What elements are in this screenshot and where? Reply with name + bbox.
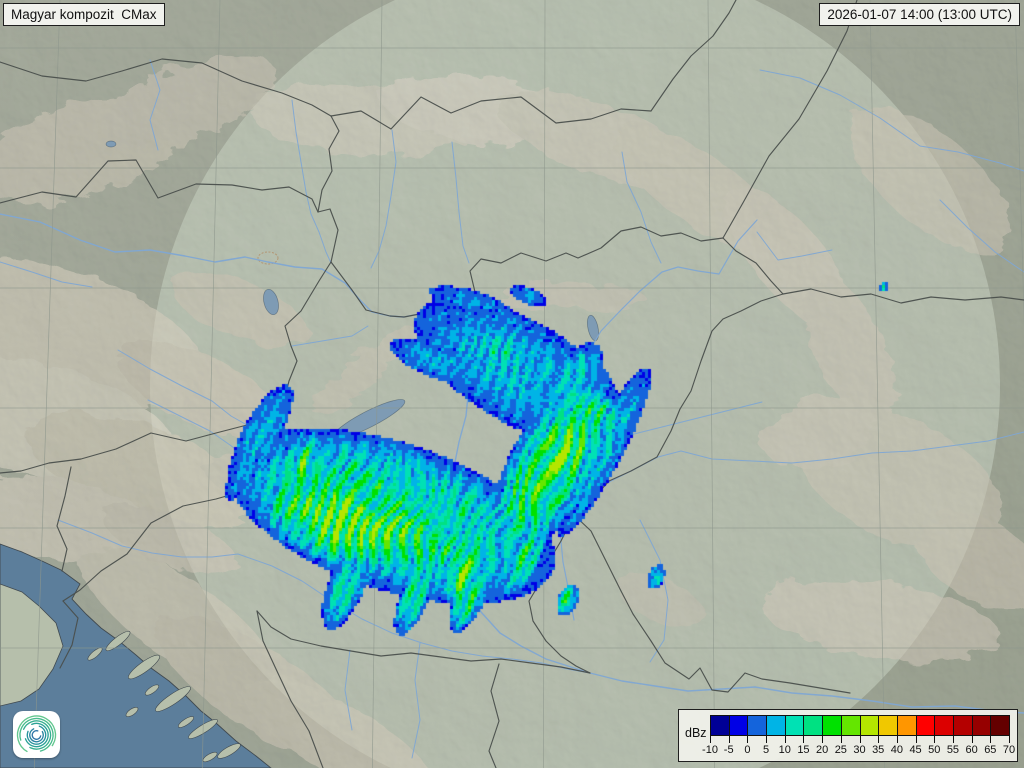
- legend-tick-label: 55: [946, 744, 960, 756]
- legend-tick: [859, 736, 861, 743]
- legend-unit-label: dBz: [685, 726, 707, 740]
- legend-tick: [766, 736, 768, 743]
- legend-color-cell: [878, 715, 898, 736]
- legend-tick: [934, 736, 936, 743]
- legend-tick: [710, 736, 711, 743]
- legend-tick-label: 15: [797, 744, 810, 756]
- legend-color-cell: [915, 715, 936, 736]
- legend-tick: [990, 736, 992, 743]
- legend-tick-label: 60: [965, 744, 978, 756]
- spiral-icon: [16, 715, 57, 755]
- legend-tick-label: 70: [1002, 744, 1016, 756]
- legend-tick: [896, 736, 898, 743]
- legend-color-cell: [971, 715, 992, 736]
- legend-tick: [952, 736, 954, 743]
- legend-tick-label: 25: [834, 744, 847, 756]
- legend-tick: [822, 736, 824, 743]
- legend-tick: [803, 736, 805, 743]
- legend-color-cell: [766, 715, 786, 736]
- legend-tick-label: 30: [853, 744, 866, 756]
- legend-tick-label: 50: [928, 744, 941, 756]
- legend-tick-label: 5: [763, 744, 770, 756]
- legend-tick: [1009, 736, 1010, 743]
- product-label: Magyar kompozit CMax: [3, 3, 165, 26]
- legend-tick: [784, 736, 786, 743]
- legend-color-cell: [728, 715, 749, 736]
- legend-color-cell: [822, 715, 842, 736]
- legend-tick: [878, 736, 880, 743]
- legend-tick: [915, 736, 917, 743]
- legend-tick: [747, 736, 749, 743]
- legend-tick-label: -10: [702, 744, 718, 756]
- legend-tick-label: 0: [744, 744, 751, 756]
- legend-tick-label: 10: [778, 744, 791, 756]
- legend-tick-label: 40: [890, 744, 903, 756]
- legend-color-cell: [840, 715, 861, 736]
- legend-tick-label: 65: [984, 744, 997, 756]
- legend-tick-label: 45: [909, 744, 922, 756]
- legend-color-cell: [859, 715, 880, 736]
- legend-tick: [971, 736, 973, 743]
- legend-color-cell: [710, 715, 730, 736]
- legend-tick: [840, 736, 842, 743]
- legend-color-cell: [896, 715, 917, 736]
- hungaromet-logo: [13, 711, 60, 758]
- legend-color-cell: [990, 715, 1010, 736]
- legend-color-cell: [803, 715, 824, 736]
- legend-color-cell: [747, 715, 768, 736]
- dbz-legend: dBz -10 -5 0 5 10 15 20 25 30 35 40 45 50 55 60 65 70: [678, 709, 1018, 762]
- legend-color-cell: [934, 715, 954, 736]
- legend-tick-label: 20: [816, 744, 829, 756]
- legend-color-cell: [952, 715, 973, 736]
- legend-tick: [728, 736, 730, 743]
- timestamp-label: 2026-01-07 14:00 (13:00 UTC): [819, 3, 1020, 26]
- legend-color-cell: [784, 715, 805, 736]
- legend-tick-label: 35: [872, 744, 885, 756]
- legend-tick-label: -5: [723, 744, 734, 756]
